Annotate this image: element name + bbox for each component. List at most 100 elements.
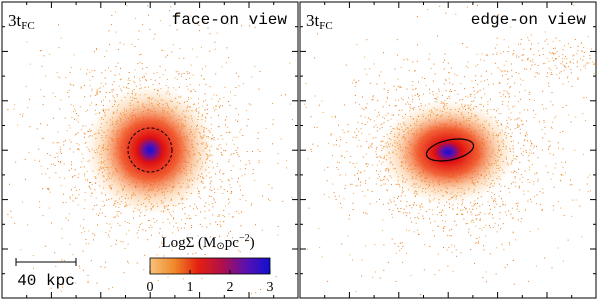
particle — [407, 212, 408, 213]
particle — [181, 74, 182, 75]
particle — [548, 83, 549, 84]
particle — [471, 220, 472, 221]
particle — [532, 59, 533, 60]
particle — [475, 243, 476, 244]
particle — [499, 218, 500, 219]
particle — [151, 79, 152, 80]
particle — [420, 209, 421, 210]
particle — [511, 183, 512, 184]
particle — [120, 42, 121, 43]
particle — [356, 163, 357, 164]
particle — [201, 75, 202, 76]
particle — [560, 180, 561, 181]
particle — [79, 149, 80, 150]
particle — [94, 70, 95, 71]
particle — [105, 232, 106, 233]
particle — [473, 220, 474, 221]
particle — [405, 212, 406, 213]
particle — [104, 205, 105, 206]
particle — [511, 70, 512, 71]
particle — [475, 215, 476, 216]
particle — [39, 161, 40, 162]
particle — [577, 62, 578, 63]
particle — [410, 104, 411, 105]
particle — [45, 246, 46, 247]
particle — [232, 178, 233, 179]
particle — [211, 117, 212, 118]
particle — [334, 192, 335, 193]
particle — [237, 121, 238, 122]
particle — [118, 63, 119, 64]
particle — [109, 224, 110, 225]
particle — [529, 99, 530, 100]
particle — [555, 59, 556, 60]
particle — [255, 292, 256, 293]
particle — [117, 223, 118, 224]
particle — [210, 181, 211, 182]
particle — [59, 109, 60, 110]
particle — [231, 193, 232, 194]
particle — [69, 139, 70, 140]
particle — [74, 109, 75, 110]
particle — [218, 101, 219, 102]
particle — [535, 76, 536, 77]
particle — [128, 263, 129, 264]
particle — [207, 109, 208, 110]
particle — [552, 74, 553, 75]
particle — [202, 226, 203, 227]
particle — [361, 128, 362, 129]
particle — [233, 216, 234, 217]
particle — [486, 55, 487, 56]
particle — [570, 180, 571, 181]
particle — [362, 191, 363, 192]
particle — [520, 148, 521, 149]
particle — [481, 104, 482, 105]
particle — [518, 56, 519, 57]
particle — [512, 133, 513, 134]
particle — [533, 110, 534, 111]
particle — [386, 101, 387, 102]
particle — [209, 177, 210, 178]
particle — [372, 99, 373, 100]
particle — [517, 124, 518, 125]
particle — [406, 215, 407, 216]
particle — [388, 120, 389, 121]
particle — [480, 218, 481, 219]
particle — [220, 170, 221, 171]
particle — [194, 204, 195, 205]
particle — [534, 146, 535, 147]
particle — [504, 186, 505, 187]
particle — [111, 246, 112, 247]
particle — [470, 249, 471, 250]
particle — [367, 166, 368, 167]
particle — [27, 107, 28, 108]
particle — [573, 59, 574, 60]
particle — [392, 239, 393, 240]
particle — [333, 145, 334, 146]
particle — [438, 89, 439, 90]
particle — [500, 191, 501, 192]
particle — [145, 230, 146, 231]
particle — [534, 117, 535, 118]
particle — [79, 189, 80, 190]
particle — [198, 98, 199, 99]
particle — [336, 144, 337, 145]
particle — [211, 98, 212, 99]
particle — [96, 93, 97, 94]
particle — [70, 72, 71, 73]
particle — [546, 39, 547, 40]
particle — [520, 99, 521, 100]
particle — [579, 206, 580, 207]
particle — [235, 108, 236, 109]
particle — [221, 186, 222, 187]
particle — [572, 56, 573, 57]
particle — [505, 204, 506, 205]
particle — [517, 118, 518, 119]
particle — [443, 228, 444, 229]
particle — [473, 205, 474, 206]
particle — [193, 208, 194, 209]
particle — [548, 61, 549, 62]
particle — [469, 229, 470, 230]
particle — [434, 274, 435, 275]
particle — [544, 127, 545, 128]
